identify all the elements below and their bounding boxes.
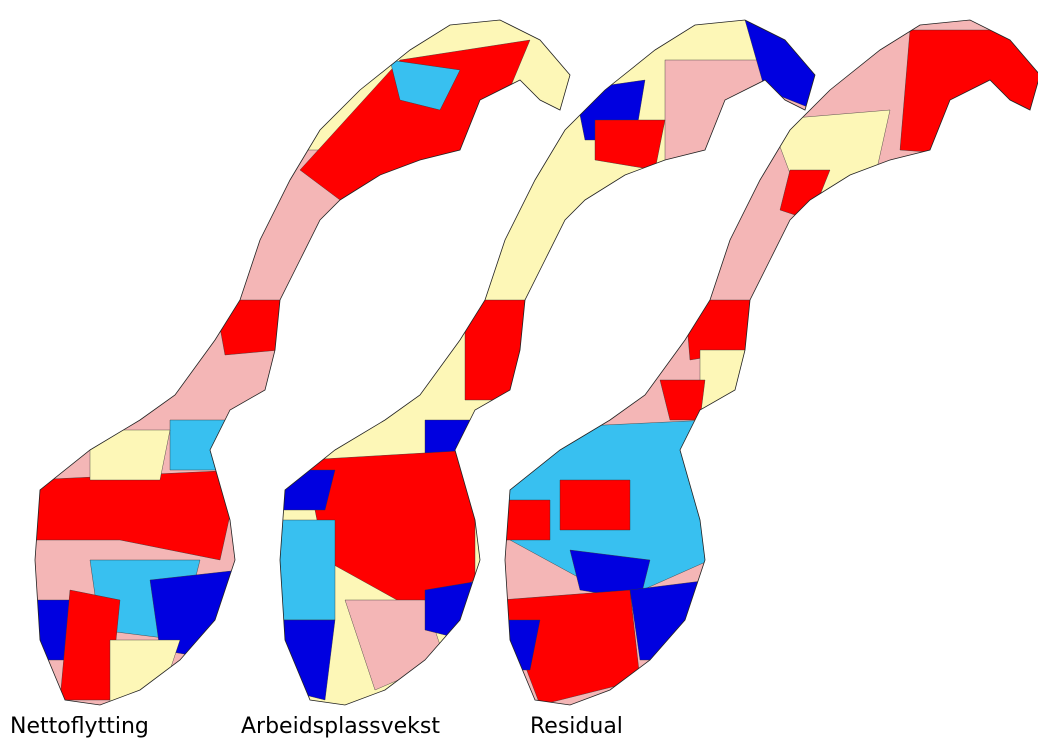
map-label: Residual [530,714,623,739]
page: {"maps": [{"label": "Nettoflytting"}, {"… [0,0,1038,745]
map-label: Nettoflytting [10,714,149,739]
map-label: Arbeidsplassvekst [241,714,440,739]
map-figure: Nettoflytting Arbeidsplassvekst Residual [0,0,1038,745]
